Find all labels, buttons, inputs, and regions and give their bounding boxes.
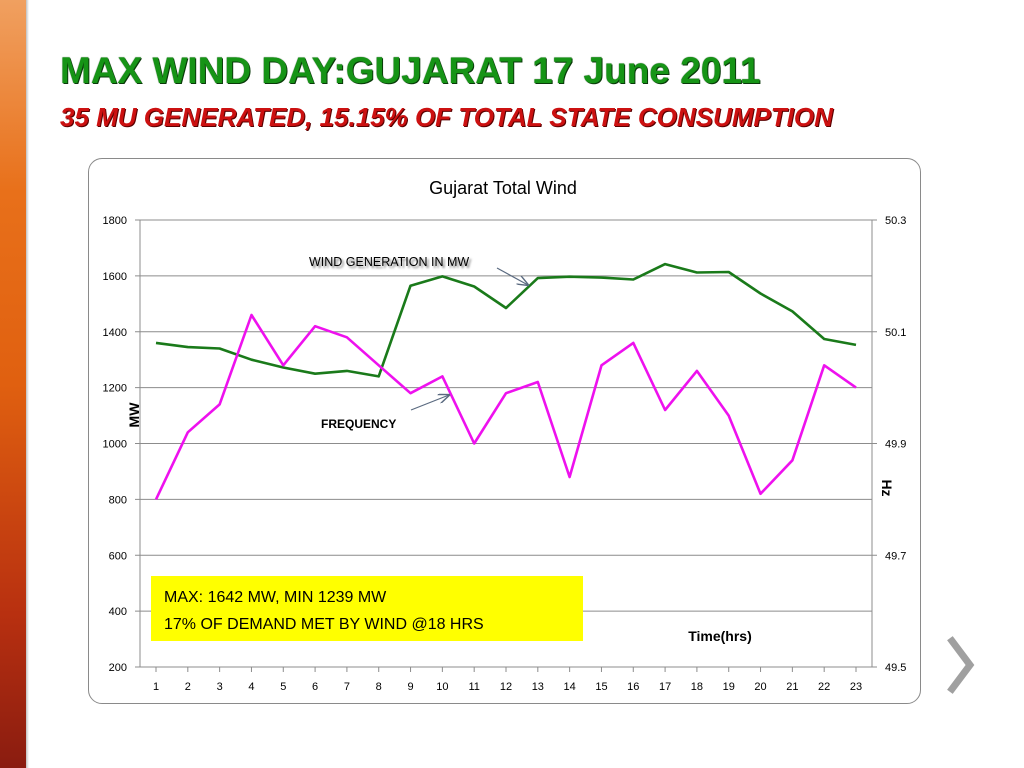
y2-axis-label: Hz bbox=[879, 479, 895, 496]
right-axis-ticks: 49.5 49.7 49.9 50.1 50.3 bbox=[872, 215, 906, 674]
x-tick-label: 14 bbox=[564, 681, 576, 693]
right-tick-label: 50.1 bbox=[885, 327, 906, 339]
left-axis-ticks: 200 400 600 800 1000 1200 1400 1600 1800 bbox=[103, 215, 140, 674]
wind-series-label: WIND GENERATION IN MW bbox=[309, 255, 469, 269]
wind-series-label-group: WIND GENERATION IN MW bbox=[306, 251, 490, 271]
x-tick-label: 21 bbox=[786, 681, 798, 693]
x-tick-label: 1 bbox=[153, 681, 159, 693]
left-tick-label: 600 bbox=[109, 550, 127, 562]
right-tick-label: 50.3 bbox=[885, 215, 906, 227]
x-tick-label: 22 bbox=[818, 681, 830, 693]
x-tick-label: 3 bbox=[217, 681, 223, 693]
callout-line-2: 17% OF DEMAND MET BY WIND @18 HRS bbox=[164, 616, 484, 633]
next-slide-chevron-icon[interactable] bbox=[940, 635, 980, 695]
right-tick-label: 49.9 bbox=[885, 439, 906, 451]
x-tick-label: 23 bbox=[850, 681, 862, 693]
left-tick-label: 1400 bbox=[103, 327, 127, 339]
x-tick-label: 17 bbox=[659, 681, 671, 693]
callout-line-1: MAX: 1642 MW, MIN 1239 MW bbox=[164, 589, 387, 606]
x-tick-label: 18 bbox=[691, 681, 703, 693]
wind-generation-series-line bbox=[155, 262, 857, 378]
left-decor-bar bbox=[0, 0, 26, 768]
x-tick-label: 20 bbox=[754, 681, 766, 693]
callout-box bbox=[151, 576, 583, 641]
x-tick-label: 9 bbox=[407, 681, 413, 693]
x-tick-label: 16 bbox=[627, 681, 639, 693]
x-axis-label: Time(hrs) bbox=[688, 628, 752, 644]
left-tick-label: 1200 bbox=[103, 383, 127, 395]
x-tick-label: 8 bbox=[376, 681, 382, 693]
right-tick-label: 49.7 bbox=[885, 550, 906, 562]
left-tick-label: 400 bbox=[109, 606, 127, 618]
frequency-label-arrow bbox=[410, 395, 449, 411]
wind-label-arrow bbox=[496, 267, 528, 285]
slide-title: MAX WIND DAY:GUJARAT 17 June 2011 bbox=[60, 50, 761, 91]
y-axis-label: MW bbox=[126, 402, 142, 428]
left-tick-label: 1600 bbox=[103, 271, 127, 283]
x-tick-label: 10 bbox=[436, 681, 448, 693]
left-tick-label: 800 bbox=[109, 494, 127, 506]
x-tick-label: 13 bbox=[532, 681, 544, 693]
x-tick-label: 5 bbox=[280, 681, 286, 693]
right-tick-label: 49.5 bbox=[885, 662, 906, 674]
left-tick-label: 1800 bbox=[103, 215, 127, 227]
x-tick-label: 15 bbox=[595, 681, 607, 693]
x-tick-label: 2 bbox=[185, 681, 191, 693]
x-tick-label: 6 bbox=[312, 681, 318, 693]
left-decor-edge bbox=[26, 0, 29, 768]
x-tick-label: 12 bbox=[500, 681, 512, 693]
chart-title: Gujarat Total Wind bbox=[429, 178, 577, 198]
chart-series bbox=[154, 262, 857, 500]
x-axis-ticks: 1 2 3 4 5 6 7 8 9 10 11 12 13 14 15 16 17 18 19 20 21 22 23 bbox=[153, 667, 862, 693]
x-tick-label: 7 bbox=[344, 681, 350, 693]
frequency-series-label: FREQUENCY bbox=[321, 417, 396, 431]
left-tick-label: 200 bbox=[109, 662, 127, 674]
frequency-series-line bbox=[154, 313, 857, 500]
x-tick-label: 19 bbox=[723, 681, 735, 693]
x-tick-label: 4 bbox=[248, 681, 254, 693]
slide-subtitle: 35 MU GENERATED, 15.15% OF TOTAL STATE C… bbox=[60, 102, 833, 132]
x-tick-label: 11 bbox=[468, 681, 479, 693]
left-tick-label: 1000 bbox=[103, 439, 127, 451]
